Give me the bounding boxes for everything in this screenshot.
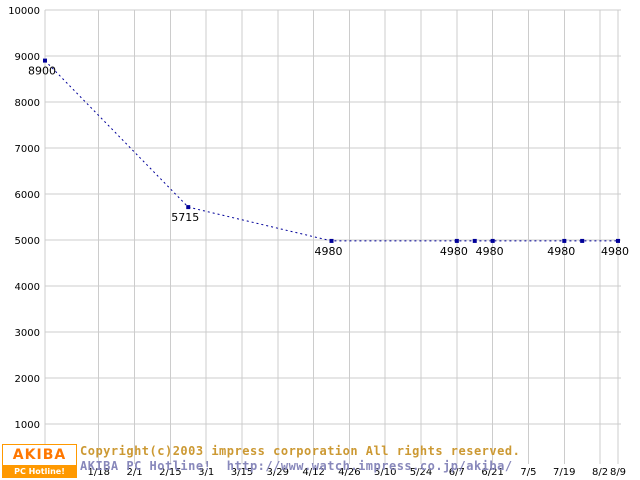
- data-point-marker: [329, 238, 334, 243]
- x-tick-label: 4/26: [338, 467, 360, 478]
- x-tick-label: 3/15: [231, 467, 253, 478]
- x-tick-label: 6/7: [449, 467, 465, 478]
- x-tick-label: 5/10: [374, 467, 396, 478]
- site-url-text: AKIBA PC Hotline! http://www.watch.impre…: [80, 459, 513, 473]
- x-tick-label: 8/2: [592, 467, 608, 478]
- akiba-logo-title: AKIBA: [3, 445, 76, 465]
- data-point-label: 4980: [476, 245, 504, 258]
- data-point-label: 4980: [315, 245, 343, 258]
- x-tick-label: 4/12: [302, 467, 324, 478]
- x-tick-label: 7/5: [520, 467, 536, 478]
- x-tick-label: 2/15: [159, 467, 181, 478]
- y-tick-label: 9000: [15, 52, 40, 63]
- y-tick-label: 2000: [15, 374, 40, 385]
- x-tick-label: 6/21: [481, 467, 503, 478]
- y-tick-label: 6000: [15, 190, 40, 201]
- x-tick-label: 3/29: [267, 467, 289, 478]
- x-tick-label: 1/18: [87, 467, 109, 478]
- copyright-text: Copyright(c)2003 impress corporation All…: [80, 444, 521, 458]
- data-point-marker: [472, 238, 477, 243]
- data-point-label: 4980: [547, 245, 575, 258]
- akiba-logo: AKIBA PC Hotline!: [2, 444, 77, 478]
- y-tick-label: 3000: [15, 328, 40, 339]
- data-point-label: 4980: [440, 245, 468, 258]
- data-point-marker: [580, 238, 585, 243]
- data-point-label: 8900: [28, 65, 56, 78]
- x-tick-label: 5/24: [410, 467, 432, 478]
- data-point-marker: [616, 238, 620, 243]
- data-point-marker: [43, 58, 47, 63]
- y-tick-label: 10000: [8, 6, 40, 17]
- x-tick-label: 3/1: [198, 467, 214, 478]
- data-point-marker: [186, 205, 191, 210]
- y-tick-label: 8000: [15, 98, 40, 109]
- data-point-marker: [490, 238, 495, 243]
- y-tick-label: 7000: [15, 144, 40, 155]
- price-line: [44, 60, 618, 242]
- y-tick-label: 4000: [15, 282, 40, 293]
- y-tick-label: 5000: [15, 236, 40, 247]
- x-tick-label: 2/1: [126, 467, 142, 478]
- x-tick-label: 8/9: [610, 467, 626, 478]
- akiba-logo-subtitle: PC Hotline!: [3, 465, 76, 477]
- data-point-label: 4980: [601, 245, 629, 258]
- data-point-marker: [454, 238, 459, 243]
- data-point-marker: [562, 238, 567, 243]
- data-point-label: 5715: [171, 211, 199, 224]
- y-tick-label: 1000: [15, 420, 40, 431]
- x-tick-label: 7/19: [553, 467, 575, 478]
